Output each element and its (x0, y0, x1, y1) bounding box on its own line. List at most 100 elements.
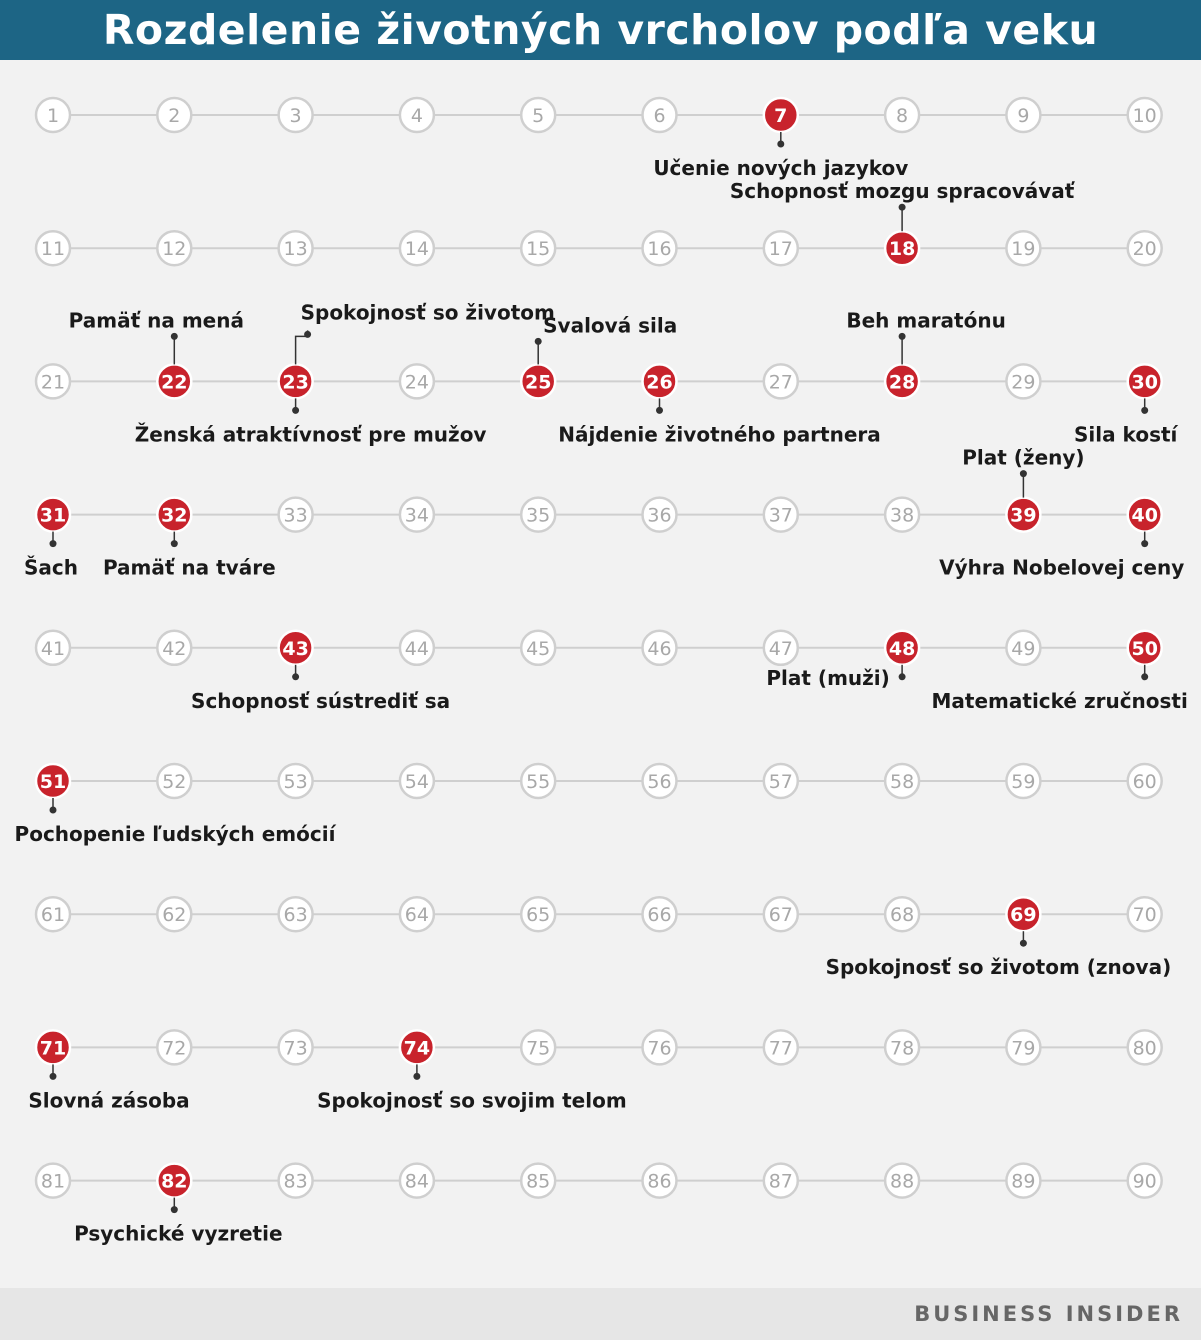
age-node (398, 1162, 436, 1199)
age-number: 22 (161, 371, 187, 393)
age-node (277, 496, 314, 533)
age-node (398, 895, 436, 933)
age-number: 56 (647, 771, 671, 793)
peak-label: Učenie nových jazykov (653, 156, 908, 180)
peak-label: Nájdenie životného partnera (558, 422, 881, 446)
age-number: 39 (1010, 505, 1036, 527)
brand-logo: BUSINESS INSIDER (914, 1302, 1183, 1326)
age-node (156, 96, 193, 134)
peak-label: Beh maratónu (846, 308, 1005, 332)
age-number: 4 (411, 105, 423, 127)
age-number: 90 (1133, 1171, 1157, 1193)
age-number: 20 (1133, 238, 1157, 260)
age-number: 33 (284, 505, 308, 527)
age-number: 59 (1011, 771, 1035, 793)
title-bar: Rozdelenie životných vrcholov podľa veku (0, 0, 1201, 60)
age-node (398, 363, 436, 400)
age-node (277, 229, 314, 267)
age-node (762, 229, 800, 267)
age-number: 14 (405, 238, 429, 260)
age-node (1126, 895, 1163, 933)
age-number: 25 (525, 371, 551, 393)
age-number: 53 (284, 771, 308, 793)
age-number: 48 (889, 638, 915, 660)
age-node (762, 895, 800, 933)
age-node (1005, 363, 1042, 400)
age-node (156, 229, 193, 267)
age-node (1126, 762, 1163, 800)
peak-connector-dot (49, 1072, 57, 1080)
age-node (398, 96, 436, 134)
age-node (1126, 96, 1163, 134)
age-number: 60 (1133, 771, 1157, 793)
age-number: 3 (290, 105, 302, 127)
peak-label: Svalová sila (543, 313, 677, 337)
age-number: 80 (1133, 1037, 1157, 1059)
age-node (883, 1162, 921, 1199)
peak-connector-dot (777, 140, 785, 148)
peak-connector-dot (534, 337, 542, 345)
peak-label: Slovná zásoba (28, 1088, 189, 1112)
age-number: 89 (1011, 1171, 1035, 1193)
age-node (34, 629, 72, 667)
age-node (277, 762, 314, 800)
age-number: 7 (774, 105, 787, 127)
age-node (519, 895, 557, 933)
age-node (762, 629, 800, 667)
age-number: 54 (405, 771, 429, 793)
age-node (1126, 1162, 1163, 1199)
peak-connector-dot (1141, 406, 1149, 414)
age-number: 47 (769, 638, 793, 660)
age-number: 28 (889, 371, 915, 393)
age-number: 45 (526, 638, 550, 660)
age-node (883, 496, 921, 533)
age-number: 88 (890, 1171, 914, 1193)
age-number: 13 (284, 238, 308, 260)
age-node (641, 229, 678, 267)
age-number: 1 (47, 105, 59, 127)
age-number: 18 (889, 238, 915, 260)
age-number: 70 (1133, 904, 1157, 926)
age-number: 30 (1131, 371, 1157, 393)
age-number: 65 (526, 904, 550, 926)
age-node (519, 1162, 557, 1199)
age-node (156, 762, 193, 800)
age-number: 76 (647, 1037, 671, 1059)
age-number: 84 (405, 1171, 429, 1193)
age-node (34, 895, 72, 933)
age-node (34, 1162, 72, 1199)
age-number: 82 (161, 1171, 187, 1193)
age-number: 35 (526, 505, 550, 527)
age-number: 81 (41, 1171, 65, 1193)
age-node (1005, 1162, 1042, 1199)
age-node (883, 895, 921, 933)
age-number: 68 (890, 904, 914, 926)
peak-connector-dot (898, 673, 906, 681)
peak-connector-dot (1141, 540, 1149, 548)
age-number: 36 (647, 505, 671, 527)
age-number: 46 (647, 638, 671, 660)
age-node (398, 629, 436, 667)
age-node (277, 1029, 314, 1066)
age-number: 11 (41, 238, 65, 260)
peak-label: Plat (ženy) (962, 446, 1084, 470)
age-node (1005, 762, 1042, 800)
peak-connector-dot (413, 1072, 421, 1080)
age-number: 24 (405, 371, 429, 393)
age-node (34, 363, 72, 400)
peak-connector-dot (656, 406, 663, 414)
peak-label: Schopnosť sústrediť sa (191, 689, 450, 713)
age-node (762, 496, 800, 533)
peak-connector-dot (170, 1206, 178, 1214)
peak-label: Sila kostí (1074, 422, 1179, 446)
peak-label: Spokojnosť so životom (301, 300, 555, 324)
age-node (641, 629, 678, 667)
age-number: 38 (890, 505, 914, 527)
age-number: 9 (1017, 105, 1029, 127)
peak-connector-dot (170, 332, 178, 340)
peak-label: Pochopenie ľudských emócií (15, 822, 337, 846)
peak-connector-dot (304, 330, 312, 338)
age-node (1005, 629, 1042, 667)
age-number: 10 (1133, 105, 1157, 127)
age-node (156, 1029, 193, 1066)
